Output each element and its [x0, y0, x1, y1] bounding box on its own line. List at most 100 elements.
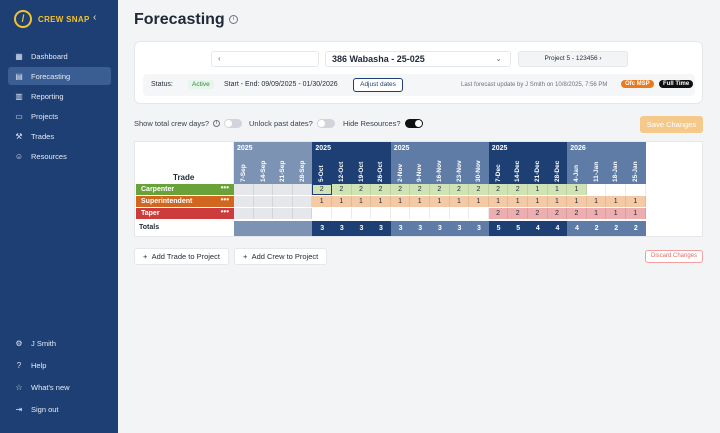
forecast-cell[interactable]: 1 [567, 184, 587, 195]
add-trade-button[interactable]: + Add Trade to Project [134, 248, 229, 265]
forecast-cell[interactable]: 2 [528, 208, 548, 219]
forecast-cell[interactable]: 1 [410, 196, 430, 207]
trade-name-cell[interactable]: Taper ••• [136, 207, 234, 219]
forecast-cell[interactable]: 2 [567, 208, 587, 219]
logo[interactable]: / CREW SNAP [14, 10, 90, 28]
forecast-cell[interactable]: 2 [488, 184, 509, 195]
forecast-cell[interactable]: 2 [547, 208, 568, 219]
project-select-value: 386 Wabasha - 25-025 [332, 54, 425, 64]
week-header: 12-Oct [332, 155, 352, 184]
forecast-cell[interactable]: 1 [312, 196, 332, 207]
sidebar-item-trades[interactable]: ⚒ Trades [8, 127, 111, 145]
week-header: 14-Dec [508, 155, 528, 184]
next-project-button[interactable]: Project 5 - 123456 › [518, 51, 628, 67]
more-options-icon[interactable]: ••• [220, 195, 229, 204]
forecast-cell[interactable]: 1 [390, 196, 411, 207]
forecast-cell[interactable]: 2 [508, 184, 528, 195]
forecast-cell[interactable]: 1 [606, 196, 626, 207]
more-options-icon[interactable]: ••• [220, 183, 229, 192]
year-header: 2025 [488, 142, 568, 155]
forecast-cell[interactable] [606, 184, 626, 195]
forecast-cell[interactable]: 1 [332, 196, 352, 207]
forecast-cell[interactable]: 1 [586, 208, 607, 219]
forecast-cell[interactable] [586, 184, 607, 195]
forecast-cell[interactable]: 1 [626, 196, 646, 207]
forecast-cell[interactable]: 2 [449, 184, 470, 195]
hide-resources-toggle[interactable] [404, 119, 423, 128]
forecast-cell[interactable] [332, 208, 352, 219]
forecast-cell[interactable]: 2 [332, 184, 352, 195]
project-select[interactable]: 386 Wabasha - 25-025 ⌄ [325, 51, 511, 67]
sidebar-item-projects[interactable]: ▭ Projects [8, 107, 111, 125]
previous-project-button[interactable]: ‹ [211, 51, 319, 67]
sidebar-item-whats-new[interactable]: ☆ What's new [8, 378, 111, 396]
trade-name-label: Superintendent [141, 198, 193, 205]
add-crew-label: Add Crew to Project [251, 252, 319, 261]
week-label: 14-Dec [514, 160, 522, 182]
forecast-cell[interactable]: 1 [469, 196, 489, 207]
forecast-cell[interactable]: 2 [488, 208, 509, 219]
trade-name-cell[interactable]: Carpenter ••• [136, 183, 234, 195]
forecast-cell[interactable] [390, 208, 411, 219]
forecast-cell[interactable] [469, 208, 489, 219]
add-crew-button[interactable]: + Add Crew to Project [234, 248, 328, 265]
forecast-cell[interactable] [312, 208, 332, 219]
sidebar-item-reporting[interactable]: ▥ Reporting [8, 87, 111, 105]
forecast-cell[interactable]: 1 [430, 196, 450, 207]
forecast-cell[interactable]: 1 [626, 208, 646, 219]
forecast-cell[interactable]: 2 [410, 184, 430, 195]
forecast-cell[interactable]: 1 [508, 196, 528, 207]
forecast-cell[interactable]: 2 [371, 184, 391, 195]
forecast-cell[interactable] [626, 184, 646, 195]
week-header: 7-Dec [488, 155, 509, 184]
collapse-sidebar-icon[interactable]: ‹ [93, 12, 97, 23]
forecast-cell[interactable]: 1 [371, 196, 391, 207]
info-icon[interactable]: i [213, 120, 221, 127]
forecast-cell[interactable] [449, 208, 470, 219]
sidebar-item-sign-out[interactable]: ⇥ Sign out [8, 400, 111, 418]
forecast-grid: Trade 2025 2025 2025 2025 2026 7-Sep 14-Sep 21… [134, 141, 703, 237]
week-label: 23-Nov [455, 160, 463, 182]
forecast-cell[interactable]: 2 [312, 184, 332, 195]
adjust-dates-button[interactable]: Adjust dates [353, 78, 403, 92]
forecast-cell[interactable]: 1 [528, 184, 548, 195]
forecast-cell[interactable] [371, 208, 391, 219]
forecast-cell[interactable]: 2 [351, 184, 372, 195]
week-header: 9-Nov [410, 155, 430, 184]
forecast-cell[interactable]: 2 [390, 184, 411, 195]
forecast-cell[interactable]: 1 [528, 196, 548, 207]
sidebar-item-resources[interactable]: ☺ Resources [8, 147, 111, 165]
forecast-cell[interactable]: 1 [351, 196, 372, 207]
forecast-cell [292, 184, 313, 195]
sidebar-item-forecasting[interactable]: ▤ Forecasting [8, 67, 111, 85]
forecast-cell[interactable]: 1 [606, 208, 626, 219]
forecast-cell[interactable]: 1 [567, 196, 587, 207]
date-range: Start - End: 09/09/2025 - 01/30/2026 [224, 81, 338, 88]
forecast-cell[interactable]: 2 [508, 208, 528, 219]
sidebar-item-help[interactable]: ? Help [8, 356, 111, 374]
forecast-cell[interactable] [351, 208, 372, 219]
forecast-cell[interactable] [430, 208, 450, 219]
forecast-cell[interactable]: 1 [586, 196, 607, 207]
forecast-cell[interactable]: 2 [469, 184, 489, 195]
crew-days-toggle[interactable] [224, 119, 243, 128]
sidebar-item-dashboard[interactable]: ▦ Dashboard [8, 47, 111, 65]
forecast-cell[interactable]: 2 [430, 184, 450, 195]
week-header: 18-Jan [606, 155, 626, 184]
forecast-cell[interactable] [410, 208, 430, 219]
forecast-cell[interactable]: 1 [488, 196, 509, 207]
sidebar-item-user[interactable]: ⚙ J Smith [8, 334, 111, 352]
forecast-cell[interactable]: 1 [547, 184, 568, 195]
unlock-toggle[interactable] [316, 119, 335, 128]
discard-changes-button[interactable]: Discard Changes [645, 250, 703, 263]
week-header: 2-Nov [390, 155, 411, 184]
week-header: 11-Jan [586, 155, 607, 184]
info-icon[interactable]: i [229, 15, 238, 24]
forecast-cell[interactable]: 1 [449, 196, 470, 207]
trade-name-cell[interactable]: Superintendent ••• [136, 195, 234, 207]
year-header: 2025 [234, 142, 313, 155]
more-options-icon[interactable]: ••• [220, 207, 229, 216]
save-changes-button[interactable]: Save Changes [640, 116, 703, 133]
forecast-cell[interactable]: 1 [547, 196, 568, 207]
week-label: 21-Dec [534, 160, 541, 182]
